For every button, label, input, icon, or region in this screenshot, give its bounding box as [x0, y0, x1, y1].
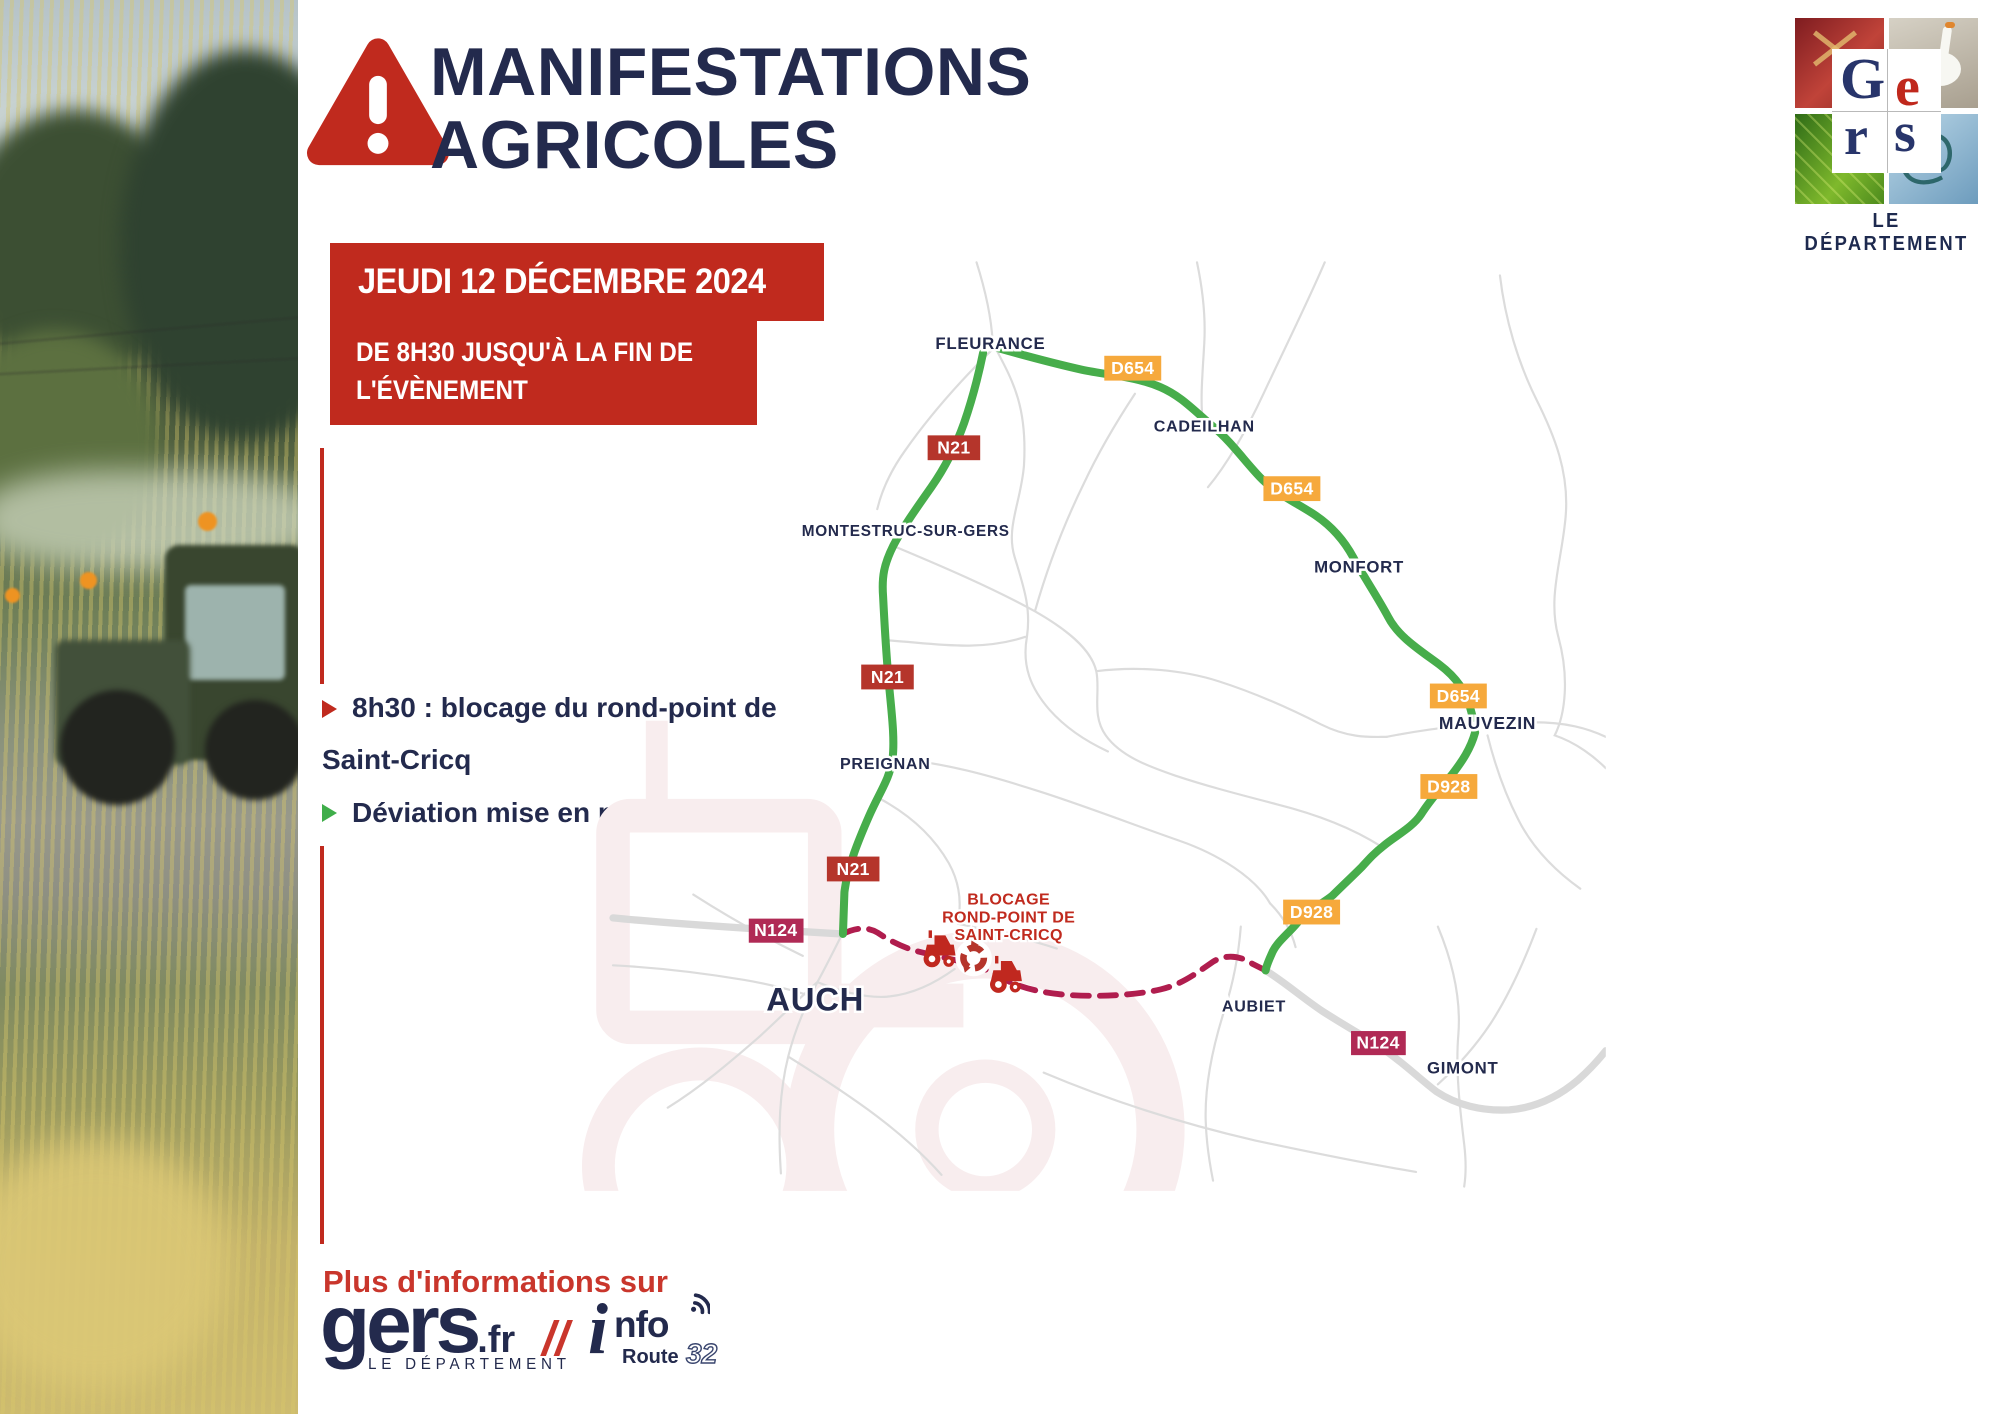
beacon-light	[80, 572, 97, 589]
town-gimont: GIMONT	[1427, 1058, 1499, 1077]
title-line2: AGRICOLES	[430, 107, 839, 183]
badge-d654: D654	[1429, 683, 1487, 709]
town-labels: FLEURANCE CADEILHAN MONFORT MAUVEZIN MON…	[764, 332, 1538, 1080]
divider-line	[320, 448, 324, 684]
town-preignan: PREIGNAN	[840, 755, 931, 773]
blocked-route-dashed	[840, 925, 1269, 999]
town-montestruc: MONTESTRUC-SUR-GERS	[802, 523, 1010, 540]
bullet1-line1: 8h30 : blocage du rond-point de	[352, 692, 777, 723]
town-mauvezin: MAUVEZIN	[1439, 713, 1536, 733]
signal-waves-icon	[691, 1293, 710, 1315]
badge-n124: N124	[748, 918, 804, 943]
badge-n124: N124	[1351, 1031, 1406, 1056]
beacon-light	[198, 512, 217, 531]
svg-text:N21: N21	[871, 667, 904, 687]
badge-n21: N21	[826, 856, 880, 882]
badge-d928: D928	[1420, 774, 1478, 799]
gers-logo-caption: LE DÉPARTEMENT	[368, 1356, 571, 1373]
town-auch: AUCH	[766, 981, 864, 1018]
grass-glow	[0, 1140, 230, 1390]
svg-text:D654: D654	[1437, 686, 1480, 706]
warning-triangle-icon	[296, 34, 460, 187]
gers-department-logo[interactable]: @ G e r s	[1795, 18, 1978, 204]
svg-text:ROND-POINT DE: ROND-POINT DE	[942, 908, 1075, 926]
green-bullet-icon	[322, 804, 337, 822]
badge-d654: D654	[1104, 355, 1162, 381]
time-line2: L'ÉVÈNEMENT	[356, 375, 528, 405]
roadside-tractors-photo	[0, 0, 298, 1414]
n124-road	[609, 914, 1606, 1114]
svg-text:D928: D928	[1427, 776, 1470, 796]
gers-fr-logo[interactable]: gers.fr	[320, 1284, 515, 1381]
tree-blob	[120, 50, 298, 440]
svg-text:D654: D654	[1111, 358, 1154, 378]
tractor-watermark	[582, 720, 1185, 1191]
goose-beak	[1945, 22, 1955, 28]
svg-text:N21: N21	[937, 438, 970, 458]
letter-s: s	[1894, 102, 1916, 164]
blockage-annotation: BLOCAGE ROND-POINT DE SAINT-CRICQ	[940, 889, 1077, 946]
time-banner: DE 8H30 JUSQU'À LA FIN DE L'ÉVÈNEMENT	[330, 321, 757, 425]
date-banner: JEUDI 12 DÉCEMBRE 2024	[330, 243, 825, 321]
letter-r: r	[1844, 106, 1868, 166]
letter-e: e	[1895, 56, 1920, 118]
svg-text:BLOCAGE: BLOCAGE	[967, 891, 1050, 909]
logo-letters: G e r s	[1832, 46, 1941, 173]
letter-G: G	[1840, 46, 1886, 111]
bullet1-line2: Saint-Cricq	[322, 744, 472, 775]
date-text: JEUDI 12 DÉCEMBRE 2024	[358, 262, 766, 301]
tractor-window-silhouette	[185, 585, 285, 680]
gers-logo-tld: .fr	[477, 1319, 516, 1361]
badge-d928: D928	[1283, 899, 1341, 925]
town-cadeilhan: CADEILHAN	[1154, 418, 1255, 436]
tractor-wheel-silhouette	[60, 690, 175, 805]
title-line1: MANIFESTATIONS	[430, 34, 1032, 110]
road-badges: N21 N21 N21 D654 D654 D654 D928 D928 N12…	[748, 355, 1487, 1056]
town-aubiet: AUBIET	[1222, 997, 1286, 1015]
page-title: MANIFESTATIONS AGRICOLES	[430, 36, 1031, 182]
svg-text:D654: D654	[1270, 478, 1313, 498]
inforoute-route: Route	[622, 1346, 679, 1368]
inforoute-i: i	[588, 1289, 609, 1369]
town-monfort: MONFORT	[1314, 558, 1404, 577]
svg-text:N124: N124	[1356, 1033, 1399, 1053]
gers-logo-word: gers	[320, 1279, 481, 1370]
svg-text:N124: N124	[754, 920, 797, 940]
divider-line	[320, 846, 324, 1244]
svg-text:SAINT-CRICQ: SAINT-CRICQ	[954, 926, 1062, 944]
badge-n21: N21	[927, 435, 981, 461]
minor-roads	[611, 261, 1606, 1188]
badge-d654: D654	[1263, 476, 1321, 502]
time-line1: DE 8H30 JUSQU'À LA FIN DE	[356, 337, 694, 367]
road-map: N21 N21 N21 D654 D654 D654 D928 D928 N12…	[582, 261, 1606, 1191]
badge-n21: N21	[861, 664, 914, 690]
inforoute-32: 32	[685, 1337, 718, 1369]
department-logo-caption: LE DÉPARTEMENT	[1804, 210, 1969, 255]
red-bullet-icon	[322, 700, 337, 718]
separator-slashes: //	[542, 1313, 569, 1366]
beacon-light	[5, 588, 20, 603]
svg-text:N21: N21	[837, 859, 870, 879]
tractor-icon	[923, 930, 956, 968]
town-fleurance: FLEURANCE	[935, 334, 1045, 353]
inforoute-nfo: nfo	[614, 1304, 670, 1345]
tractor-icon	[990, 955, 1022, 993]
info-route32-logo[interactable]: i nfo Route 32	[588, 1289, 728, 1392]
roundabout-icon	[955, 939, 992, 977]
tractor-wheel-silhouette	[205, 700, 298, 800]
more-info-text: Plus d'informations sur	[323, 1264, 668, 1299]
svg-text:D928: D928	[1290, 902, 1333, 922]
